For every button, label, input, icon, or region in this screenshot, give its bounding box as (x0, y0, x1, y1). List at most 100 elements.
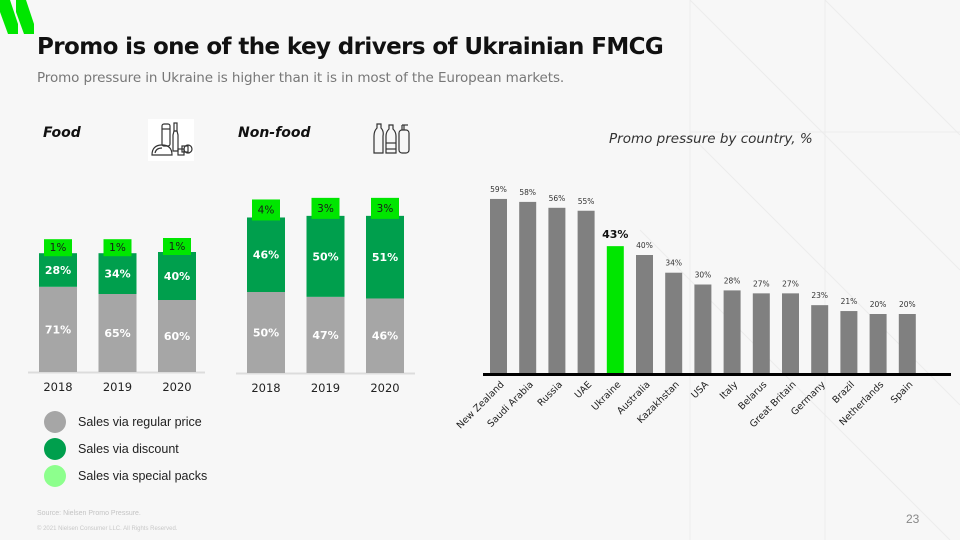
slide-subtitle: Promo pressure in Ukraine is higher than… (37, 70, 565, 86)
country-bar-uae (577, 210, 595, 373)
country-bar-australia (636, 255, 653, 373)
source-note: Source: Nielsen Promo Pressure. (37, 510, 141, 517)
bar-segment-regular-2019 (306, 296, 345, 373)
nonfood-stacked-chart: 50% 46% 4% 2018 47% 50% 3% 2019 46% 51% 3% 2020 (236, 197, 415, 395)
x-tick-label: Russia (536, 379, 565, 408)
country-bar-russia (548, 207, 566, 373)
bar-segment-regular-2018 (39, 286, 77, 372)
data-label: 58% (519, 188, 536, 197)
data-label-discount-2018: 46% (253, 249, 279, 262)
x-tick-label: 2018 (251, 381, 280, 395)
legend-swatch-special (44, 464, 66, 487)
legend-swatch-regular (44, 410, 66, 433)
data-label: 55% (578, 197, 595, 206)
data-label-discount-2019: 50% (312, 250, 338, 263)
country-bar-italy (723, 290, 741, 373)
data-label: 27% (782, 279, 799, 288)
data-label: 59% (490, 185, 507, 194)
page-number: 23 (906, 512, 920, 526)
data-label: 23% (811, 291, 828, 300)
data-label-special-2019: 3% (317, 203, 334, 215)
country-bar-great-britain (782, 293, 799, 373)
bar-segment-special-2018 (44, 239, 72, 257)
bar-segment-discount-2018 (39, 253, 77, 287)
country-bar-germany (811, 305, 829, 373)
legend: Sales via regular price Sales via discou… (44, 408, 207, 489)
country-chart-title: Promo pressure by country, % (609, 131, 813, 147)
bar-segment-regular-2020 (158, 300, 196, 372)
data-label: 34% (665, 259, 682, 268)
x-tick-label: 2019 (311, 381, 340, 395)
copyright-note: © 2021 Nielsen Consumer LLC. All Rights … (37, 526, 178, 532)
data-label-regular-2018: 50% (253, 327, 279, 340)
bar-segment-special-2020 (163, 238, 191, 255)
nonfood-chart-title: Non-food (238, 125, 311, 141)
bar-segment-discount-2018 (247, 217, 285, 292)
x-tick-label: 2019 (103, 380, 132, 394)
x-tick-label: 2020 (370, 381, 399, 395)
data-label: 30% (695, 271, 712, 280)
data-label-discount-2019: 34% (104, 268, 130, 281)
household-bottles-icon (373, 123, 410, 154)
data-label: 40% (636, 241, 653, 250)
data-label-special-2018: 4% (258, 204, 275, 216)
legend-label: Sales via special packs (78, 468, 208, 483)
data-label-regular-2019: 47% (312, 329, 338, 342)
bar-segment-discount-2020 (366, 215, 404, 299)
x-tick-label: Italy (718, 379, 741, 402)
country-bar-kazakhstan (665, 272, 683, 373)
data-label-regular-2019: 65% (104, 327, 130, 340)
data-label-regular-2020: 60% (164, 330, 190, 343)
legend-label: Sales via regular price (78, 414, 202, 429)
bar-segment-special-2018 (252, 199, 280, 221)
data-label-discount-2018: 28% (45, 264, 71, 277)
data-label: 20% (899, 300, 916, 309)
data-label-discount-2020: 51% (372, 251, 398, 264)
data-label: 28% (724, 276, 741, 285)
bar-segment-special-2019 (311, 197, 340, 219)
data-label: 20% (870, 300, 887, 309)
legend-item-special: Sales via special packs (44, 462, 207, 489)
bar-segment-special-2020 (371, 197, 399, 219)
x-tick-label: USA (689, 379, 711, 401)
bar-segment-regular-2018 (247, 292, 285, 373)
groceries-icon (148, 119, 194, 161)
data-label: 43% (602, 228, 628, 241)
data-label-special-2019: 1% (109, 242, 126, 254)
country-bar-brazil (840, 311, 858, 373)
bar-segment-special-2019 (103, 239, 132, 257)
food-chart-title: Food (43, 125, 81, 141)
bar-segment-discount-2019 (306, 215, 345, 297)
bar-segment-regular-2019 (98, 294, 137, 372)
country-bar-usa (694, 284, 712, 373)
slide-title: Promo is one of the key drivers of Ukrai… (37, 34, 664, 60)
x-tick-label: UAE (573, 379, 595, 401)
country-bar-ukraine (606, 246, 624, 373)
country-bar-new-zealand (490, 198, 507, 373)
data-label-special-2020: 3% (377, 203, 394, 215)
data-label: 27% (753, 279, 770, 288)
food-stacked-chart: 71% 28% 1% 2018 65% 34% 1% 2019 60% 40% 1% 2020 (28, 238, 205, 394)
legend-swatch-discount (44, 437, 66, 460)
data-label: 21% (841, 297, 858, 306)
country-bar-saudi-arabia (519, 201, 537, 373)
x-tick-label: Brazil (830, 379, 857, 406)
x-tick-label: 2018 (43, 380, 72, 394)
bar-segment-regular-2020 (366, 298, 404, 373)
bar-segment-discount-2020 (158, 252, 196, 300)
data-label: 56% (549, 194, 566, 203)
country-bar-spain (898, 314, 916, 373)
data-label-special-2018: 1% (50, 242, 67, 254)
data-label-discount-2020: 40% (164, 270, 190, 283)
x-tick-label: Spain (889, 379, 916, 406)
data-label-regular-2018: 71% (45, 323, 71, 336)
legend-item-discount: Sales via discount (44, 435, 207, 462)
data-label-special-2020: 1% (169, 241, 186, 253)
x-tick-label: 2020 (162, 380, 191, 394)
bar-segment-discount-2019 (98, 253, 137, 294)
brand-logo (0, 0, 34, 34)
legend-label: Sales via discount (78, 441, 179, 456)
legend-item-regular: Sales via regular price (44, 408, 207, 435)
country-bar-netherlands (869, 314, 887, 373)
